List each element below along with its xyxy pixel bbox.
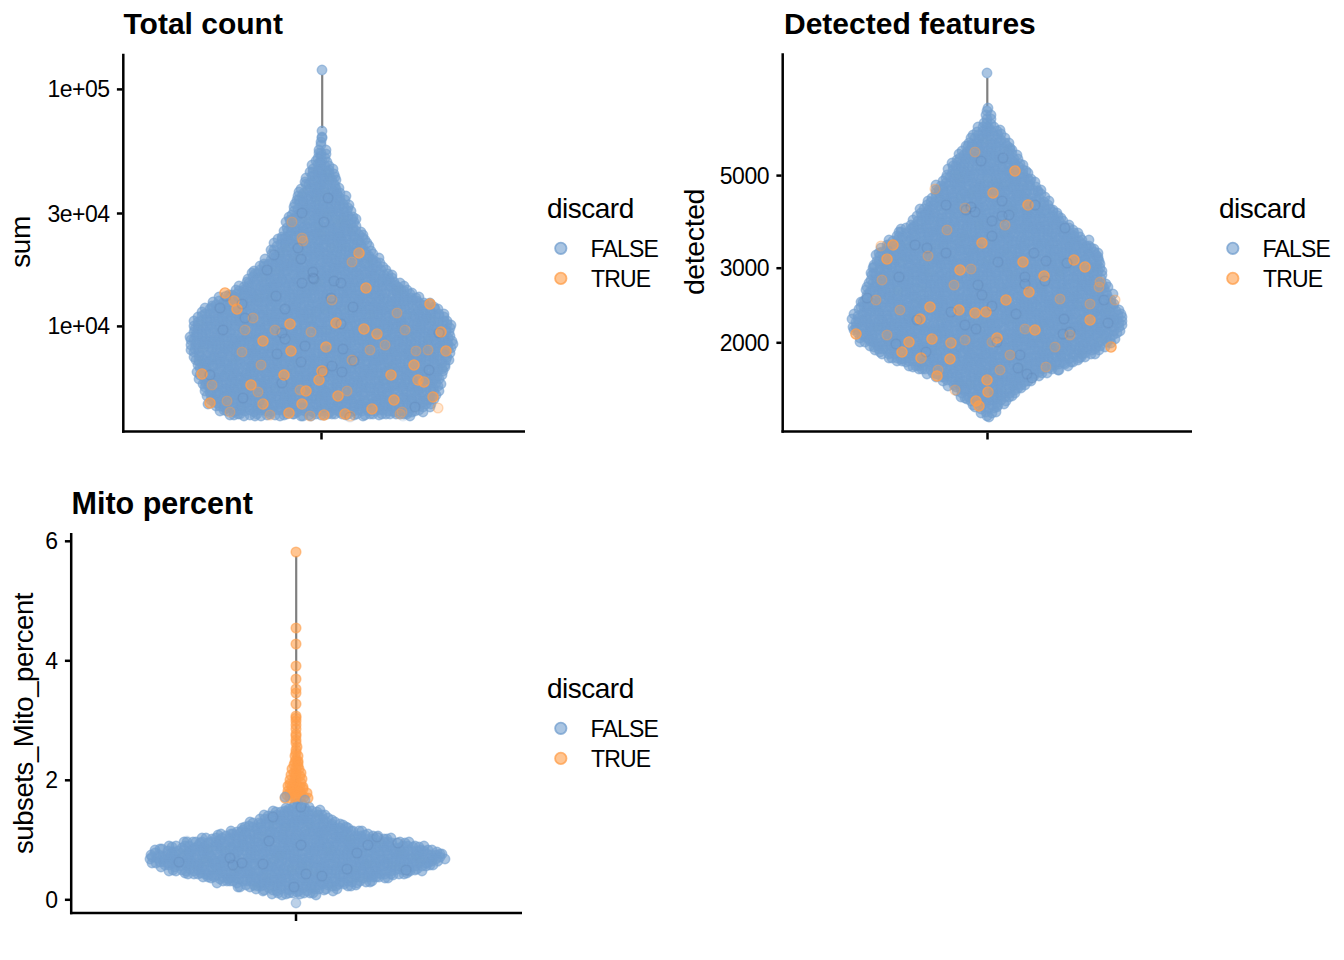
- svg-text:sum: sum: [5, 216, 36, 268]
- svg-text:TRUE: TRUE: [591, 746, 651, 772]
- svg-text:3000: 3000: [720, 255, 769, 281]
- svg-text:subsets_Mito_percent: subsets_Mito_percent: [8, 592, 39, 854]
- svg-text:1e+04: 1e+04: [47, 313, 110, 339]
- svg-text:5000: 5000: [720, 163, 769, 189]
- svg-text:FALSE: FALSE: [591, 716, 659, 742]
- svg-text:FALSE: FALSE: [591, 236, 659, 262]
- svg-text:4: 4: [45, 648, 58, 674]
- svg-text:discard: discard: [547, 193, 634, 224]
- svg-text:Mito percent: Mito percent: [72, 486, 253, 521]
- svg-text:0: 0: [45, 887, 57, 913]
- svg-text:TRUE: TRUE: [1263, 266, 1323, 292]
- svg-text:Total count: Total count: [124, 7, 283, 40]
- svg-text:TRUE: TRUE: [591, 266, 651, 292]
- svg-text:FALSE: FALSE: [1263, 236, 1331, 262]
- svg-text:Detected features: Detected features: [784, 7, 1036, 40]
- svg-text:discard: discard: [1219, 193, 1306, 224]
- svg-text:3e+04: 3e+04: [47, 201, 110, 227]
- svg-text:1e+05: 1e+05: [47, 76, 109, 102]
- svg-text:2: 2: [45, 767, 57, 793]
- svg-text:6: 6: [45, 528, 57, 554]
- svg-text:discard: discard: [547, 673, 634, 704]
- svg-text:2000: 2000: [720, 330, 769, 356]
- svg-text:detected: detected: [678, 189, 710, 295]
